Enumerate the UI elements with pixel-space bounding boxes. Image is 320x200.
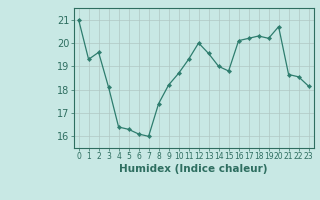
X-axis label: Humidex (Indice chaleur): Humidex (Indice chaleur) xyxy=(119,164,268,174)
